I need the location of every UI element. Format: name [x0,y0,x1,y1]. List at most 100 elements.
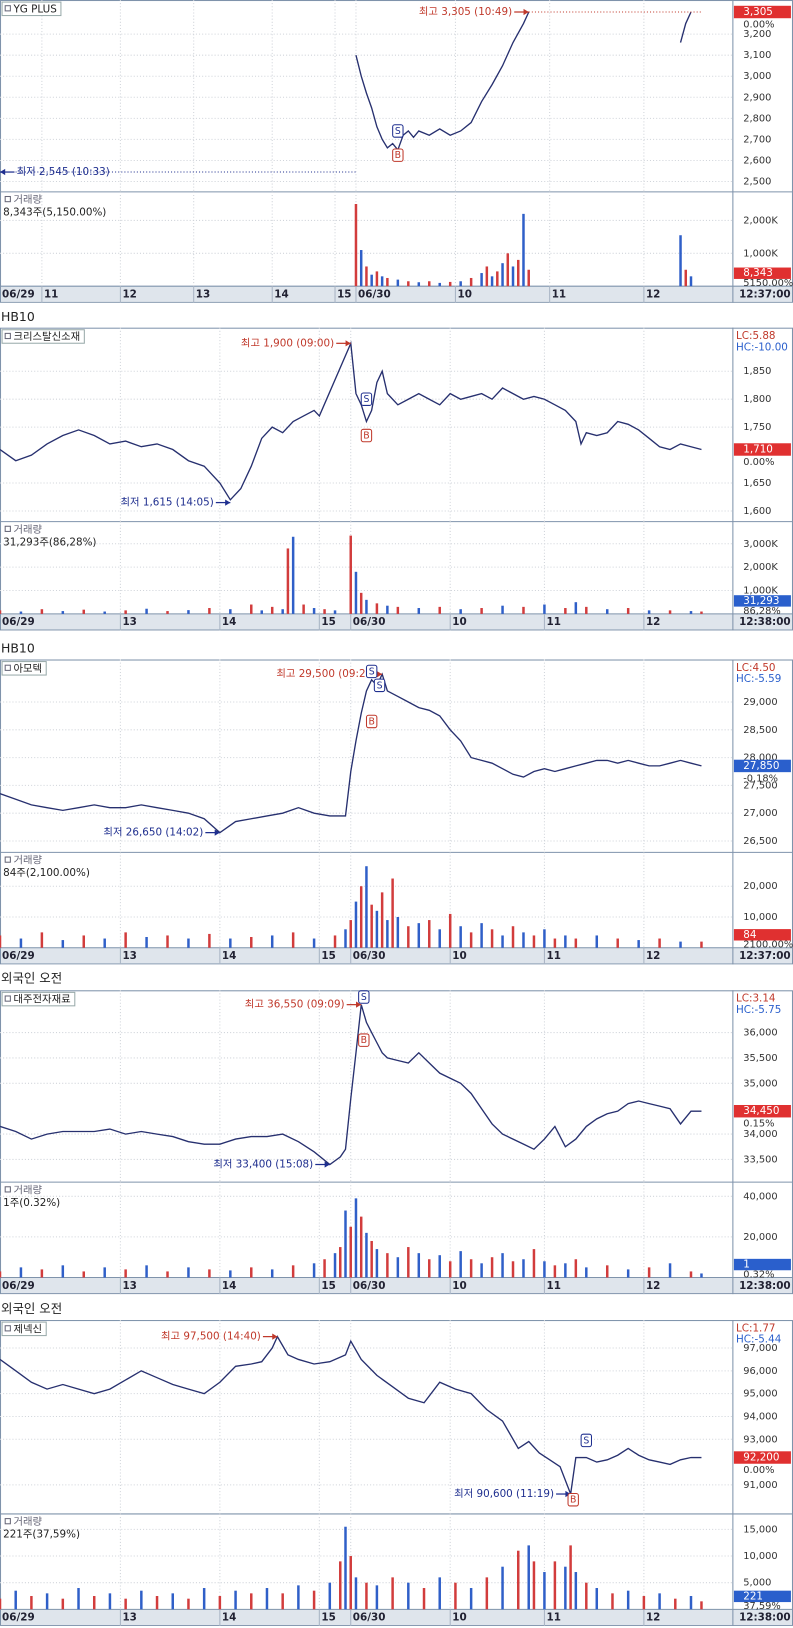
y-tick-label: 1,750 [743,422,771,433]
volume-bar [689,1271,693,1278]
time-label: 12:38:00 [739,1612,791,1624]
volume-bar [365,599,368,614]
volume-bar [459,281,462,287]
y-tick-label: 2,000K [743,562,778,573]
arrow-head [356,1001,362,1008]
volume-bar [574,602,578,614]
x-tick-label: 11 [546,1612,560,1624]
volume-bar [291,932,295,948]
volume-bar [407,1582,410,1610]
y-tick-label: 34,000 [743,1129,777,1140]
current-volume: 84 [743,929,757,941]
volume-bar [0,1271,2,1278]
volume-title: 거래량 [13,524,42,536]
volume-bar [501,1253,504,1278]
volume-bar [490,929,494,948]
annotation: 최고 3,305 (10:49) [419,6,512,18]
signal-label: B [363,431,369,442]
volume-bar [166,1271,169,1278]
volume-bar [459,1251,462,1278]
volume-bar [370,904,373,948]
volume-bar [454,1582,457,1610]
volume-bar [564,1566,567,1610]
price-change: 0.00% [743,1465,774,1476]
price-line [355,11,692,152]
current-volume-box [733,595,791,607]
volume-bar [511,926,515,948]
title-icon [4,1325,11,1332]
x-tick-label: 11 [552,288,566,300]
y-tick-label: 28,000 [743,753,777,764]
volume-bar [585,606,588,614]
volume-bar [208,933,211,948]
volume-bar [422,1588,426,1610]
arrow-head [324,1161,330,1168]
date-axis-strip [1,947,792,964]
volume-bar [522,1259,525,1278]
x-tick-label: 12 [646,1280,660,1292]
current-price: 1,710 [743,443,773,455]
volume-bar [469,277,473,287]
volume-bar [700,1273,703,1278]
volume-bar [480,1263,483,1278]
volume-bar [438,282,441,287]
x-tick-label: 06/29 [2,950,35,962]
volume-bar [0,610,2,614]
y-tick-label: 28,500 [743,725,777,736]
volume-bar [428,281,431,287]
volume-bar [30,1596,33,1610]
volume-bar [124,1598,127,1610]
current-price: 3,305 [743,6,773,18]
volume-bar [354,1577,358,1610]
annotation: 최고 29,500 (09:2 [276,668,365,680]
volume-bar [532,1249,536,1278]
x-tick-label: 13 [122,616,136,628]
x-tick-label: 06/30 [353,1280,386,1292]
volume-bar [501,263,504,287]
volume-bar [396,279,400,287]
volume-bar [386,1253,389,1278]
x-tick-label: 10 [452,1612,466,1624]
y-tick-label: 2,000K [743,215,778,226]
volume-bar [564,935,567,948]
current-volume-box [733,929,791,941]
y-tick-label: 36,000 [743,1028,777,1039]
volume-subtitle: 8,343주(5,150.00%) [3,207,106,219]
volume-bar [323,609,326,614]
volume-bar [370,1240,373,1278]
volume-bar [365,1232,368,1278]
volume-bar [359,592,363,614]
y-tick-label: 40,000 [743,1191,777,1202]
volume-bar [19,611,23,614]
volume-bar [459,926,462,948]
x-tick-label: 13 [196,288,210,300]
volume-bar [517,259,520,287]
panel-header: HB10 [1,309,35,324]
y-tick-label: 15,000 [743,1524,777,1535]
annotation: 최저 2,545 (10:33) [17,166,110,178]
volume-bar [270,935,274,948]
y-tick-label: 27,000 [743,808,777,819]
x-tick-label: 14 [222,616,236,628]
time-label: 12:37:00 [739,288,791,300]
annotation: 최저 1,615 (14:05) [121,497,214,509]
volume-bar [469,1588,473,1610]
panel-bg [0,1320,793,1626]
price-change: 0.00% [743,19,774,30]
panel-bg [0,659,793,965]
y-tick-label: 3,000 [743,71,771,82]
limit-label: LC:3.14 [736,993,776,1005]
volume-bar [391,1577,394,1610]
volume-bar [375,603,379,614]
volume-bar [511,1261,515,1278]
price-line [0,672,702,834]
volume-bar [595,935,599,948]
limit-label: HC:-5.59 [736,673,781,685]
volume-bar [380,892,384,948]
volume-bar [250,1593,253,1610]
volume-bar [354,203,358,287]
signal-label: B [368,716,374,727]
current-volume: 221 [743,1590,763,1602]
volume-bar [501,1566,504,1610]
volume-bar [61,1265,65,1278]
